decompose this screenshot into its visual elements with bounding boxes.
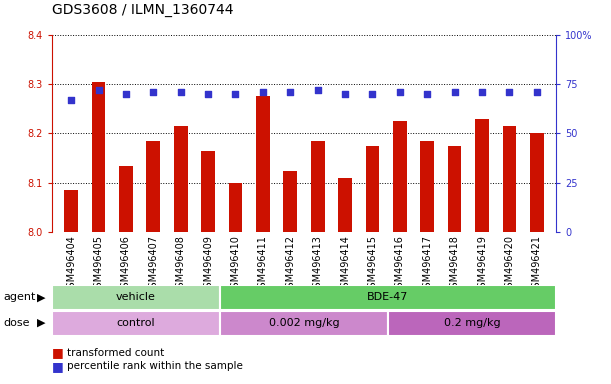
Bar xyxy=(174,126,188,232)
Text: vehicle: vehicle xyxy=(116,292,156,303)
Text: ■: ■ xyxy=(52,346,64,359)
Bar xyxy=(448,146,461,232)
Bar xyxy=(475,119,489,232)
Text: 0.2 mg/kg: 0.2 mg/kg xyxy=(444,318,500,328)
Bar xyxy=(338,178,352,232)
Text: BDE-47: BDE-47 xyxy=(367,292,409,303)
Point xyxy=(176,89,186,95)
Bar xyxy=(420,141,434,232)
Bar xyxy=(64,190,78,232)
Point xyxy=(66,97,76,103)
Bar xyxy=(92,81,105,232)
Point xyxy=(395,89,404,95)
Bar xyxy=(311,141,324,232)
Bar xyxy=(365,146,379,232)
Text: percentile rank within the sample: percentile rank within the sample xyxy=(67,361,243,371)
Point xyxy=(148,89,158,95)
Text: GDS3608 / ILMN_1360744: GDS3608 / ILMN_1360744 xyxy=(52,3,233,17)
Point xyxy=(121,91,131,97)
Point xyxy=(368,91,378,97)
Point xyxy=(203,91,213,97)
Bar xyxy=(52,285,220,310)
Bar xyxy=(52,311,220,336)
Bar xyxy=(201,151,215,232)
Text: 0.002 mg/kg: 0.002 mg/kg xyxy=(269,318,339,328)
Bar xyxy=(147,141,160,232)
Bar xyxy=(256,96,269,232)
Bar xyxy=(284,170,297,232)
Bar xyxy=(220,285,556,310)
Text: ▶: ▶ xyxy=(37,318,45,328)
Point xyxy=(532,89,542,95)
Point xyxy=(313,87,323,93)
Bar xyxy=(220,311,388,336)
Text: ▶: ▶ xyxy=(37,292,45,303)
Bar xyxy=(119,166,133,232)
Point xyxy=(285,89,295,95)
Point xyxy=(230,91,240,97)
Point xyxy=(422,91,432,97)
Text: agent: agent xyxy=(3,292,35,303)
Point xyxy=(450,89,459,95)
Bar xyxy=(530,134,544,232)
Text: ■: ■ xyxy=(52,360,64,373)
Bar xyxy=(393,121,407,232)
Text: transformed count: transformed count xyxy=(67,348,164,358)
Bar xyxy=(229,183,243,232)
Bar xyxy=(388,311,556,336)
Point xyxy=(93,87,103,93)
Point xyxy=(505,89,514,95)
Bar xyxy=(503,126,516,232)
Point xyxy=(258,89,268,95)
Text: dose: dose xyxy=(3,318,29,328)
Point xyxy=(477,89,487,95)
Text: control: control xyxy=(117,318,155,328)
Point xyxy=(340,91,350,97)
